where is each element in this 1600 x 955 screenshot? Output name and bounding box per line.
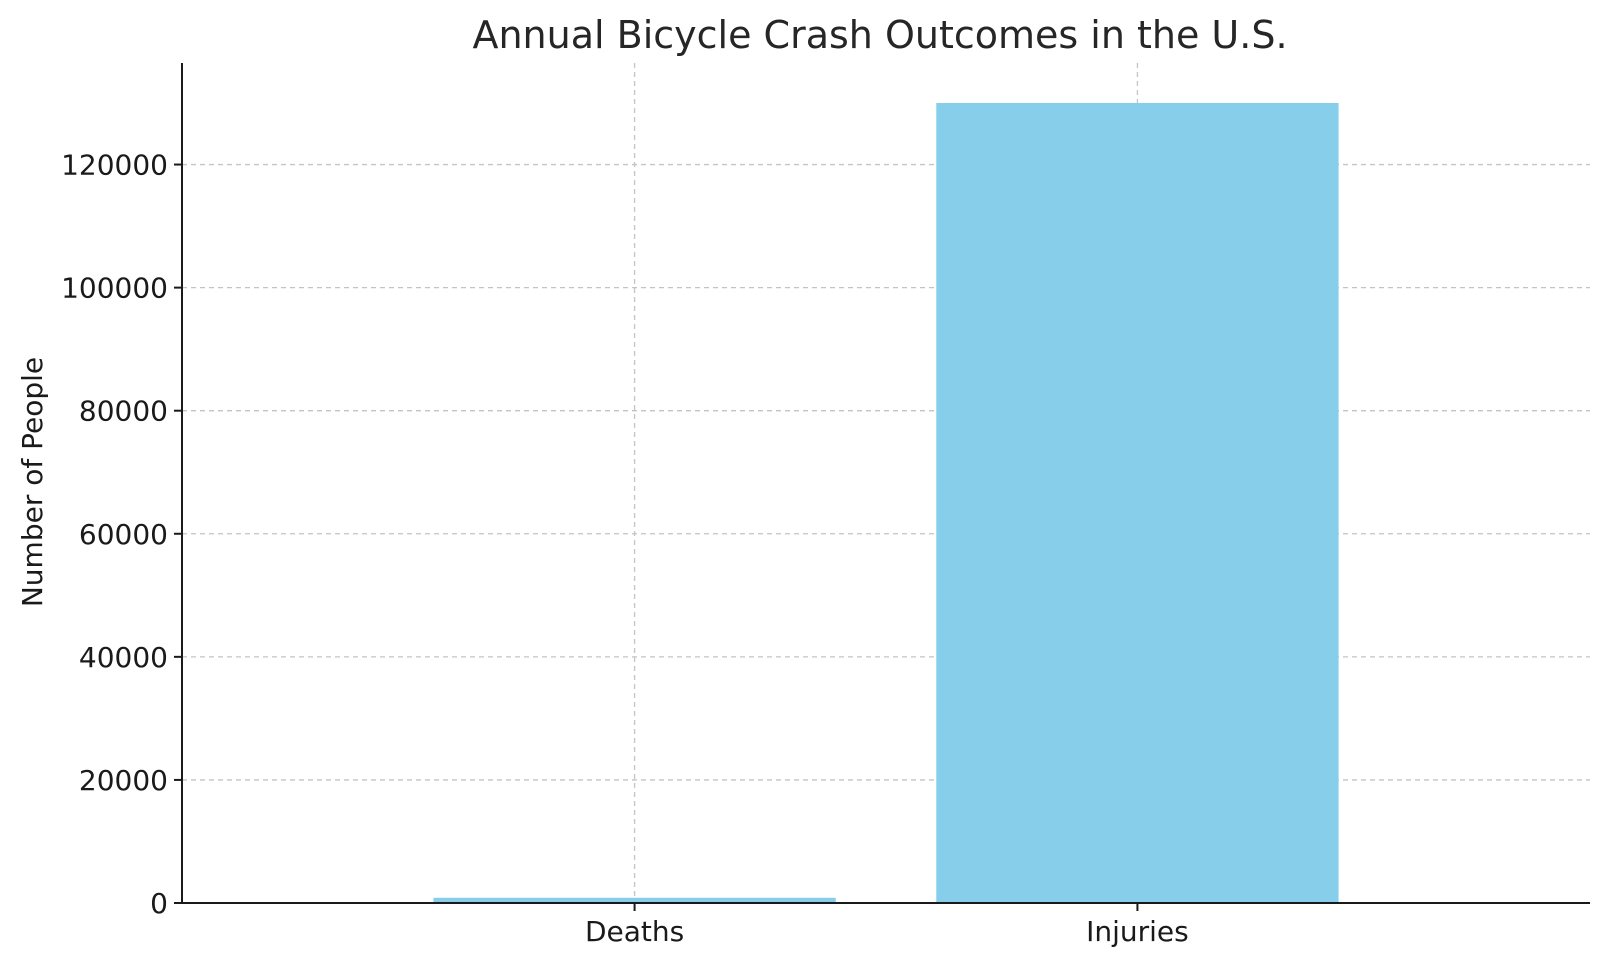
bar-injuries <box>936 103 1339 903</box>
y-tick-label: 0 <box>150 887 168 920</box>
x-tick-label: Deaths <box>585 915 684 948</box>
grid-layer <box>182 63 1590 904</box>
chart-title: Annual Bicycle Crash Outcomes in the U.S… <box>472 13 1287 57</box>
y-tick-label: 40000 <box>79 641 168 674</box>
y-tick-label: 120000 <box>61 149 168 182</box>
x-tick-label: Injuries <box>1086 915 1189 948</box>
axis-layer <box>181 63 1590 904</box>
y-axis-label: Number of People <box>16 357 49 607</box>
tick-layer: 0 20000 40000 60000 80000 100000 120000 Deaths I… <box>61 149 1189 948</box>
y-tick-label: 20000 <box>79 764 168 797</box>
y-tick-label: 100000 <box>61 272 168 305</box>
bar-deaths <box>433 897 836 903</box>
y-tick-label: 80000 <box>79 395 168 428</box>
bar-layer <box>433 103 1339 903</box>
y-tick-label: 60000 <box>79 518 168 551</box>
